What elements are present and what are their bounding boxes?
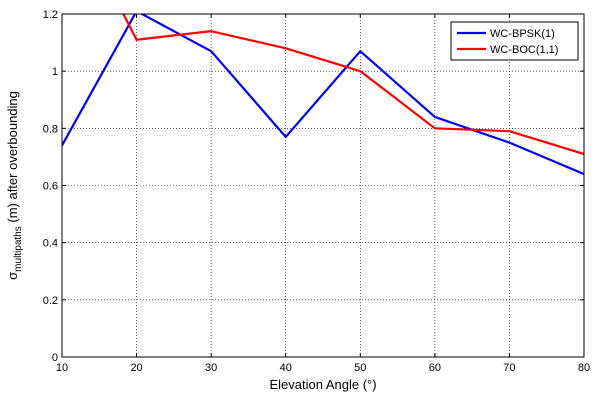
x-tick-label: 20 bbox=[130, 362, 142, 374]
y-tick-label: 0.6 bbox=[43, 181, 58, 193]
ticks bbox=[61, 13, 585, 358]
legend-label-2: WC-BOC(1,1) bbox=[490, 44, 558, 56]
x-tick-label: 60 bbox=[429, 362, 441, 374]
y-axis-label-suffix: (m) after overbounding bbox=[5, 91, 20, 226]
y-axis-label: σmultipaths (m) after overbounding bbox=[5, 91, 24, 280]
series-line-2 bbox=[122, 14, 584, 156]
y-axis-label-subscript: multipaths bbox=[13, 226, 24, 272]
tick-labels: 10 20 30 40 50 60 70 80 0 0.2 0.4 0.6 0.8 1 1.2 bbox=[43, 9, 590, 374]
y-tick-label: 1.2 bbox=[43, 9, 58, 21]
y-tick-label: 0.4 bbox=[43, 238, 58, 250]
x-tick-label: 40 bbox=[280, 362, 292, 374]
legend: WC-BPSK(1) WC-BOC(1,1) bbox=[450, 21, 579, 61]
y-tick-label: 0.8 bbox=[43, 123, 58, 135]
y-tick-label: 0 bbox=[52, 352, 58, 364]
legend-box bbox=[450, 21, 579, 61]
x-tick-label: 70 bbox=[503, 362, 515, 374]
legend-label-1: WC-BPSK(1) bbox=[490, 28, 555, 40]
y-axis-label-prefix: σ bbox=[5, 272, 20, 280]
y-tick-label: 0.2 bbox=[43, 295, 58, 307]
y-tick-label: 1 bbox=[52, 66, 58, 78]
x-tick-label: 30 bbox=[205, 362, 217, 374]
x-tick-label: 10 bbox=[56, 362, 68, 374]
series-line-1 bbox=[62, 14, 584, 176]
series-layer bbox=[62, 14, 584, 176]
x-axis-label: Elevation Angle (°) bbox=[269, 377, 376, 392]
grid bbox=[62, 14, 584, 357]
x-tick-label: 50 bbox=[354, 362, 366, 374]
x-tick-label: 80 bbox=[578, 362, 590, 374]
